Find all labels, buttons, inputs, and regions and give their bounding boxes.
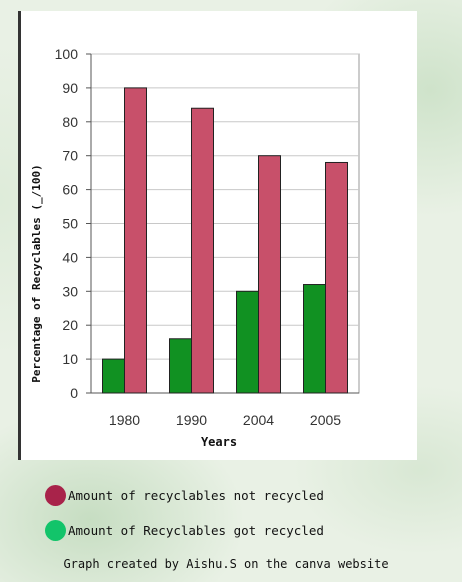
y-axis-title: Percentage of Recyclables (_/100) [30,164,43,383]
legend-label-not-recycled: Amount of recyclables not recycled [68,487,324,503]
bar-not-recycled-1980 [124,87,147,394]
legend-item-recycled: Amount of Recyclables got recycled [45,519,445,541]
bar-not-recycled-2004 [258,155,281,394]
y-tick-label: 50 [62,216,78,232]
bar-recycled-1980 [102,358,125,394]
x-axis-title: Years [201,435,237,449]
chart-panel: 0 10 20 30 40 50 60 70 80 90 100 1980 1990 2004 2005 Ye… [18,11,417,460]
y-tick-label: 20 [62,317,78,333]
x-tick-label: 2004 [243,412,274,428]
y-tick-label: 30 [62,283,78,299]
bar-recycled-1990 [169,338,192,394]
bar-not-recycled-1990 [191,107,214,394]
y-tick-label: 70 [62,148,78,164]
y-tick-label: 40 [62,249,78,265]
x-tick-label: 1990 [176,412,207,428]
bar-recycled-2004 [236,290,259,394]
legend-swatch-recycled [45,519,66,541]
bar-chart: 0 10 20 30 40 50 60 70 80 90 100 1980 1990 2004 2005 Ye… [30,46,360,449]
y-tick-label: 90 [62,80,78,96]
y-tick-label: 0 [70,385,78,401]
legend-swatch-not-recycled [45,484,66,506]
y-tick-label: 10 [62,351,78,367]
credit-text: Graph created by Aishu.S on the canva we… [63,557,389,571]
legend-item-not-recycled: Amount of recyclables not recycled [45,484,445,506]
bar-recycled-2005 [303,284,326,394]
y-tick-label: 100 [55,46,79,62]
bar-not-recycled-2005 [325,161,348,394]
x-tick-label: 1980 [109,412,140,428]
y-tick-label: 80 [62,114,78,130]
x-tick-label: 2005 [310,412,341,428]
legend-label-recycled: Amount of Recyclables got recycled [68,522,324,538]
y-tick-label: 60 [62,182,78,198]
